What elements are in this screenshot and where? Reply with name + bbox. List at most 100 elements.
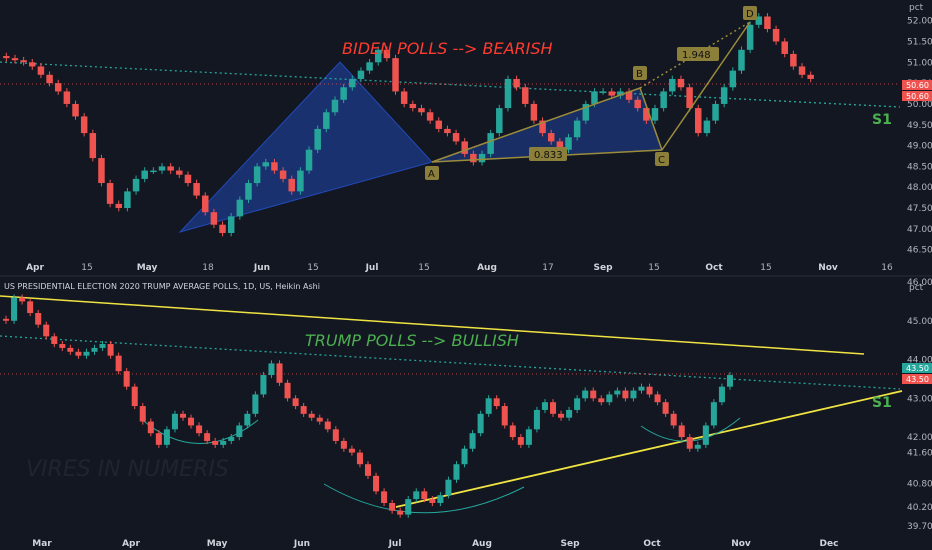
biden-y-tick: 47.00 xyxy=(907,225,932,235)
trump-candle-body xyxy=(405,499,412,515)
biden-candle-body xyxy=(236,199,244,217)
trump-y-tick: 41.60 xyxy=(907,449,932,459)
trump-candle-body xyxy=(155,433,162,445)
trump-price-tag-1-text: 43.50 xyxy=(906,364,929,373)
biden-candle-body xyxy=(522,87,529,104)
biden-candle-body xyxy=(452,133,460,142)
biden-x-tick: Oct xyxy=(705,263,723,273)
trump-candle-body xyxy=(75,351,82,356)
biden-candle-body xyxy=(305,149,313,171)
biden-candle-body xyxy=(54,83,62,92)
trump-candle-body xyxy=(348,448,355,453)
trump-price-tag-1 xyxy=(902,363,932,373)
harmonic-left-triangle xyxy=(178,61,433,233)
biden-candle-body xyxy=(400,91,408,104)
biden-y-tick: 51.00 xyxy=(907,58,932,68)
biden-candle-body xyxy=(686,87,693,109)
biden-candle-body xyxy=(547,133,555,142)
biden-x-tick: 15 xyxy=(81,263,92,273)
trump-candle-body xyxy=(171,413,178,430)
biden-x-tick: 17 xyxy=(542,263,553,273)
biden-candle-body xyxy=(738,49,745,71)
trump-candle-body xyxy=(27,301,34,314)
trump-candle-body xyxy=(260,375,267,395)
trump-candle-body xyxy=(268,363,275,376)
ratio-bd-label: 1.948 xyxy=(682,50,711,61)
biden-candle-body xyxy=(435,120,443,129)
trump-candle-body xyxy=(67,347,74,352)
biden-candle-body xyxy=(591,91,598,104)
trump-candle-body xyxy=(131,386,138,407)
trump-candle-body xyxy=(678,425,685,438)
biden-candle-body xyxy=(409,103,417,109)
trump-candle-body xyxy=(236,425,243,438)
trump-candle-body xyxy=(566,409,573,418)
trump-candle-body xyxy=(702,425,709,445)
biden-candle-body xyxy=(651,108,659,121)
trump-candle-body xyxy=(123,371,130,387)
biden-candle-body xyxy=(634,99,641,109)
biden-candle-body xyxy=(3,56,10,59)
trump-candle-body xyxy=(525,429,532,445)
biden-candle-body xyxy=(807,74,814,79)
biden-panel: pct 52.0051.5051.0050.5050.0049.5049.004… xyxy=(0,3,932,273)
trump-x-tick: Apr xyxy=(122,539,140,549)
watermark-text: VIRES IN NUMERIS xyxy=(26,457,229,482)
biden-headline: BIDEN POLLS --> BEARISH xyxy=(342,39,553,58)
biden-y-tick: 47.50 xyxy=(907,204,932,214)
biden-candle-body xyxy=(132,178,140,192)
trump-price-tag-2 xyxy=(902,374,932,384)
biden-price-tag-2 xyxy=(902,91,932,101)
biden-candle-body xyxy=(513,78,520,88)
trump-candle-body xyxy=(188,417,195,426)
trump-chart-title: US PRESIDENTIAL ELECTION 2020 TRUMP AVER… xyxy=(4,282,320,291)
biden-candle-body xyxy=(167,166,174,171)
biden-candles xyxy=(3,13,814,237)
trump-candle-body xyxy=(115,355,122,372)
trump-candle-body xyxy=(686,437,693,449)
ratio-ac-label: 0.833 xyxy=(534,150,563,161)
biden-y-tick: 50.00 xyxy=(907,100,932,110)
biden-y-tick: 48.00 xyxy=(907,183,932,193)
trump-candle-body xyxy=(598,398,605,403)
biden-candle-body xyxy=(374,49,382,63)
trump-candle-body xyxy=(163,429,170,445)
trump-candle-body xyxy=(453,464,460,480)
trump-candle-body xyxy=(582,390,589,399)
biden-candle-body xyxy=(80,116,88,134)
trump-candle-body xyxy=(606,394,613,403)
trump-candle-body xyxy=(300,406,307,414)
biden-candle-body xyxy=(314,128,321,150)
biden-candle-body xyxy=(115,203,123,209)
biden-candle-body xyxy=(210,212,218,225)
biden-y-tick: 51.50 xyxy=(907,37,932,47)
biden-candle-body xyxy=(487,133,494,154)
trump-candle-body xyxy=(477,413,484,434)
biden-candle-body xyxy=(573,120,581,138)
biden-x-tick: Nov xyxy=(818,263,838,273)
biden-candle-body xyxy=(141,170,148,179)
biden-candle-body xyxy=(262,162,270,167)
trump-candle-body xyxy=(276,363,283,383)
trump-candle-body xyxy=(373,475,380,492)
top-x-ticks: Apr 15 May 18 Jun 15 Jul 15 Aug 17 Sep 15 Oct 15 Nov 16 xyxy=(26,263,893,273)
biden-candle-body xyxy=(418,108,425,113)
trump-resistance-line xyxy=(0,295,865,355)
biden-candle-body xyxy=(89,133,97,159)
biden-x-tick: 15 xyxy=(307,263,318,273)
biden-x-tick: Sep xyxy=(593,263,613,273)
trump-candle-body xyxy=(590,390,597,399)
trump-candle-body xyxy=(99,344,106,348)
trump-candle-body xyxy=(485,398,492,414)
trump-candle-body xyxy=(43,324,50,337)
trump-candle-body xyxy=(622,390,629,399)
biden-candle-body xyxy=(106,183,114,204)
trump-candle-body xyxy=(646,386,653,395)
biden-candle-body xyxy=(504,78,512,109)
biden-candle-body xyxy=(297,170,304,192)
biden-y-tick: 49.50 xyxy=(907,121,932,131)
biden-candle-body xyxy=(669,78,676,92)
cup-arc-2 xyxy=(323,483,525,514)
